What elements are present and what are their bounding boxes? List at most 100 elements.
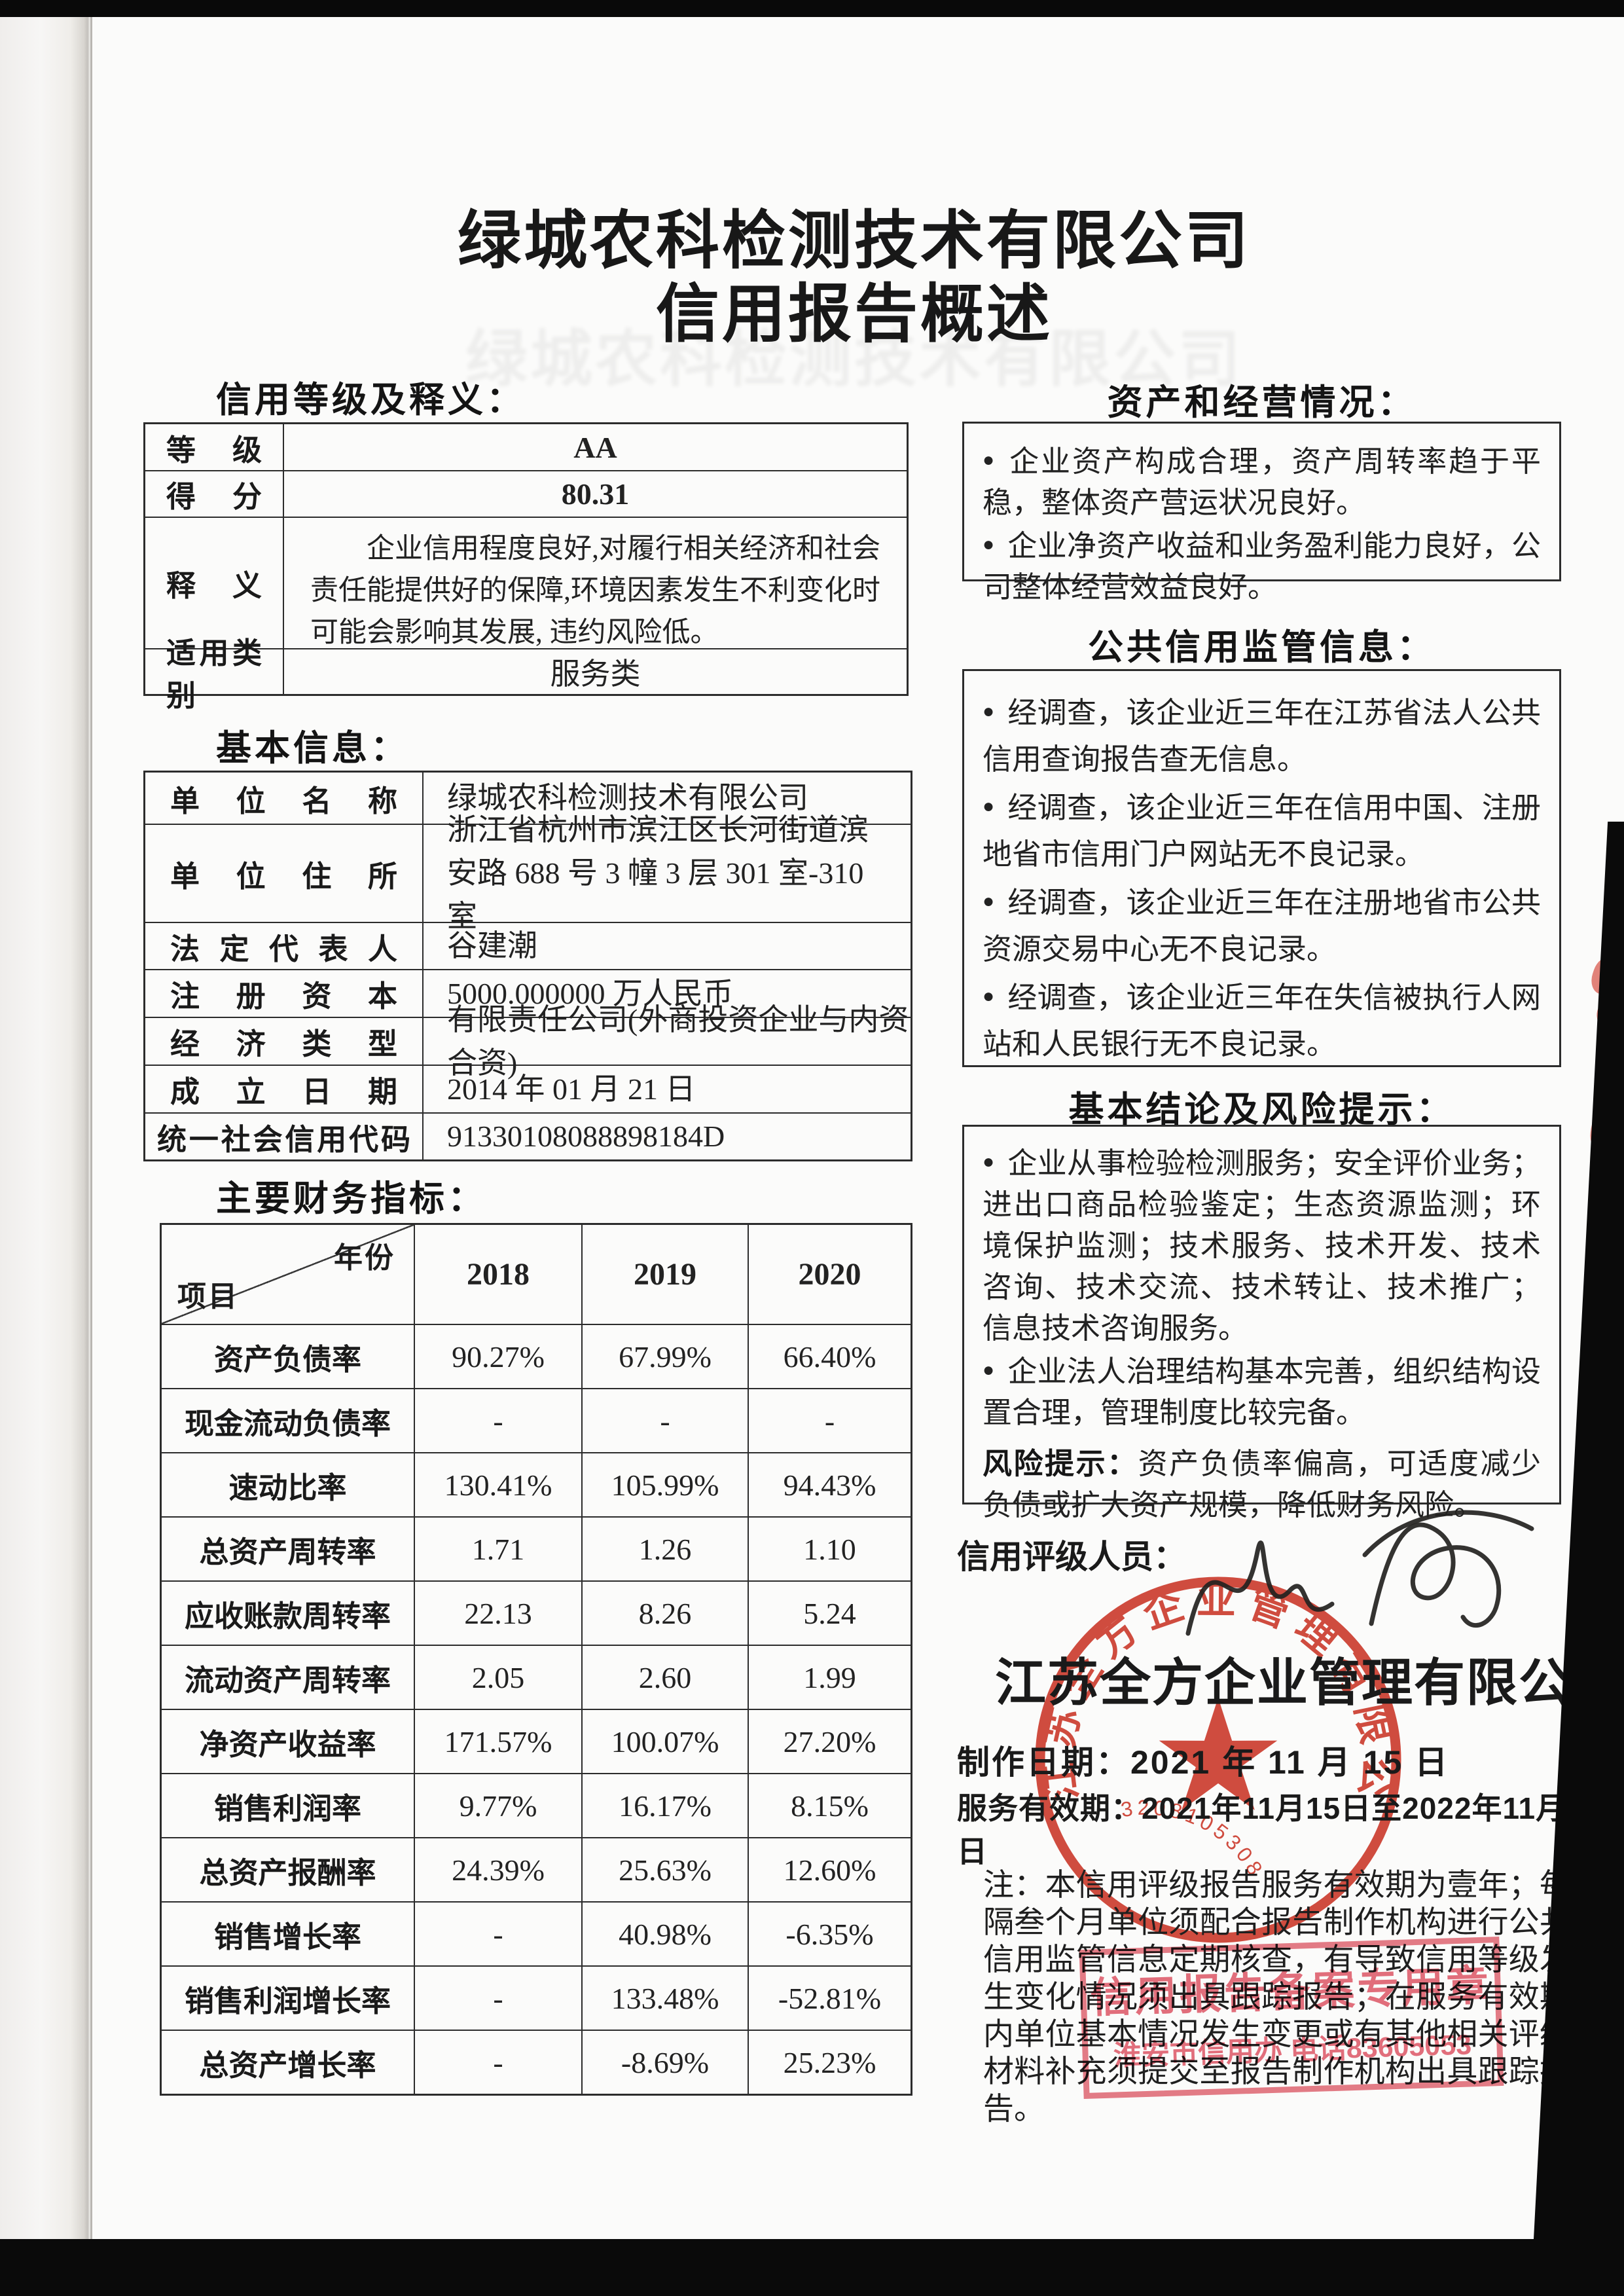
- year-header-2020: 2020: [748, 1225, 911, 1324]
- fin-val: 22.13: [464, 1596, 532, 1630]
- public-credit-heading: 公共信用监管信息：: [1088, 628, 1435, 667]
- financial-heading: 主要财务指标：: [216, 1179, 486, 1218]
- financial-row: 销售利润率 9.77% 16.17% 8.15%: [162, 1773, 911, 1837]
- fin-val: 133.48%: [581, 1967, 748, 2030]
- conclusion-heading: 基本结论及风险提示：: [1068, 1090, 1455, 1129]
- rating-label-grade: 等级: [145, 424, 284, 470]
- financial-row: 资产负债率 90.27% 67.99% 66.40%: [162, 1324, 911, 1388]
- table-row: 得分 80.31: [145, 470, 907, 517]
- table-row: 法定代表人 谷建潮: [145, 922, 911, 969]
- table-row: 适用类别 服务类: [145, 636, 907, 712]
- rating-value-score: 80.31: [561, 477, 630, 511]
- bullet-icon: ●: [983, 534, 995, 555]
- public-credit-bullet-3: ● 经调查，该企业近三年在注册地省市公共资源交易中心无不良记录。: [983, 886, 1541, 966]
- fin-val: 8.26: [581, 1582, 748, 1645]
- fin-val: 94.43%: [748, 1453, 911, 1516]
- bullet-icon: ●: [983, 449, 997, 471]
- footnote: 注：本信用评级报告服务有效期为壹年；每隔叁个月单位须配合报告制作机构进行公共信用…: [983, 1868, 1570, 2126]
- bullet-icon: ●: [983, 795, 995, 817]
- financial-row: 总资产报酬率 24.39% 25.63% 12.60%: [162, 1837, 911, 1901]
- fin-label-4: 应收账款周转率: [162, 1582, 415, 1645]
- fin-val: 171.57%: [444, 1724, 552, 1758]
- rating-label-score: 得分: [145, 471, 284, 517]
- seal-star-icon: [1159, 1698, 1278, 1810]
- diagonal-header-cell: 年份 项目: [162, 1225, 415, 1324]
- fin-val: 90.27%: [452, 1339, 545, 1374]
- fin-val: 27.20%: [748, 1710, 911, 1773]
- fin-val: 5.24: [748, 1582, 911, 1645]
- fin-val: 24.39%: [452, 1853, 545, 1887]
- agency-name: 江苏全方企业管理有限公司: [995, 1654, 1624, 1711]
- fin-label-10: 销售利润增长率: [162, 1967, 415, 2030]
- public-credit-bullet-1: ● 经调查，该企业近三年在江苏省法人公共信用查询报告查无信息。: [983, 697, 1541, 776]
- public-credit-bullet-2: ● 经调查，该企业近三年在信用中国、注册地省市信用门户网站无不良记录。: [983, 792, 1541, 871]
- financial-row: 现金流动负债率 - - -: [162, 1388, 911, 1452]
- basic-label-name: 单位名称: [145, 773, 424, 824]
- show-through-ghost: 绿城农科检测技术有限公司: [465, 325, 1243, 394]
- fin-val: 1.26: [581, 1518, 748, 1580]
- financial-table: 年份 项目 2018 2019 2020 资产负债率 90.27% 67.99%…: [160, 1223, 912, 2096]
- made-date-value: 2021 年 11 月 15 日: [1130, 1744, 1450, 1781]
- basic-value-address: 浙江省杭州市滨江区长河街道滨安路 688 号 3 幢 3 层 301 室-310…: [447, 813, 869, 933]
- financial-header-row: 年份 项目 2018 2019 2020: [162, 1225, 911, 1324]
- validity-label: 服务有效期：: [957, 1791, 1142, 1825]
- fin-label-6: 净资产收益率: [162, 1710, 415, 1773]
- financial-row: 总资产增长率 - -8.69% 25.23%: [162, 2030, 911, 2094]
- public-credit-bullet-4: ● 经调查，该企业近三年在失信被执行人网站和人民银行无不良记录。: [983, 981, 1541, 1061]
- conclusion-bullet-1: ● 企业从事检验检测服务；安全评价业务；进出口商品检验鉴定；生态资源监测；环境保护…: [983, 1147, 1541, 1345]
- table-row: 单位住所 浙江省杭州市滨江区长河街道滨安路 688 号 3 幢 3 层 301 …: [145, 813, 911, 933]
- fin-val: 1.71: [471, 1532, 525, 1566]
- fin-val: 2.05: [471, 1660, 525, 1694]
- rating-value-grade: AA: [573, 430, 617, 464]
- basic-label-legal-rep: 法定代表人: [145, 923, 424, 969]
- basic-info-heading: 基本信息：: [216, 729, 409, 768]
- table-row: 统一社会信用代码 91330108088898184D: [145, 1112, 911, 1159]
- fin-label-0: 资产负债率: [162, 1325, 415, 1388]
- table-row: 注册资本 5000.000000 万人民币: [145, 969, 911, 1017]
- filing-stamp-line1: 信用报告备案专用章: [1089, 1961, 1492, 2022]
- assets-heading: 资产和经营情况：: [1107, 383, 1416, 422]
- rater-signatures: [1185, 1510, 1534, 1636]
- rating-label-meaning: 释义: [145, 518, 284, 648]
- signature-2: [1369, 1522, 1502, 1628]
- assets-box: ● 企业资产构成合理，资产周转率趋于平稳，整体资产营运状况良好。 ● 企业净资产收益…: [962, 422, 1561, 604]
- fin-val: -6.35%: [748, 1903, 911, 1965]
- fin-val: -52.81%: [748, 1967, 911, 2030]
- fin-label-7: 销售利润率: [162, 1774, 415, 1837]
- basic-info-table: 单位名称 绿城农科检测技术有限公司 单位住所 浙江省杭州市滨江区长河街道滨安路 …: [143, 771, 912, 1161]
- fin-val: 66.40%: [748, 1325, 911, 1388]
- made-date-label: 制作日期：: [957, 1744, 1130, 1781]
- rating-section-heading: 信用等级及释义：: [216, 380, 525, 420]
- fin-val: 130.41%: [444, 1468, 552, 1502]
- basic-value-name: 绿城农科检测技术有限公司: [447, 781, 808, 814]
- fin-val: 100.07%: [581, 1710, 748, 1773]
- fin-label-1: 现金流动负债率: [162, 1389, 415, 1452]
- signature-2-flourish: [1362, 1510, 1534, 1558]
- basic-label-address: 单位住所: [145, 825, 424, 922]
- made-date-line: 制作日期：2021 年 11 月 15 日: [957, 1736, 1449, 1783]
- rating-table: 等级 AA 得分 80.31 释义 企业信用程度良好,对履行相关经济和社会责任能…: [143, 422, 909, 712]
- bullet-icon: ●: [983, 1359, 995, 1381]
- table-row: 等级 AA: [145, 424, 907, 470]
- fin-val: -: [493, 1981, 503, 2015]
- fin-val: 8.15%: [748, 1774, 911, 1837]
- fin-val: 1.99: [748, 1646, 911, 1709]
- page-title-line2: 信用报告概述: [656, 278, 1053, 350]
- fin-val: -: [493, 2045, 503, 2079]
- basic-value-capital: 5000.000000 万人民币: [447, 976, 733, 1010]
- basic-value-uscc: 91330108088898184D: [447, 1120, 725, 1153]
- assets-bullet-2: ● 企业净资产收益和业务盈利能力良好，公司整体经营效益良好。: [983, 530, 1541, 604]
- fin-label-8: 总资产报酬率: [162, 1838, 415, 1901]
- fin-val: -: [493, 1404, 503, 1438]
- public-credit-box: ● 经调查，该企业近三年在江苏省法人公共信用查询报告查无信息。 ● 经调查，该企业近…: [962, 669, 1561, 1067]
- basic-label-uscc: 统一社会信用代码: [145, 1114, 424, 1159]
- fin-val: -: [748, 1389, 911, 1452]
- rating-value-category: 服务类: [550, 657, 641, 691]
- rater-label: 信用评级人员：: [957, 1539, 1186, 1575]
- risk-text: 资产负债率偏高，可适度减少负债或扩大资产规模，降低财务风险。: [983, 1448, 1541, 1522]
- bullet-icon: ●: [983, 1151, 995, 1173]
- validity-line: 服务有效期：2021年11月15日至2022年11月14日: [957, 1785, 1624, 1871]
- validity-value: 2021年11月15日至2022年11月14日: [957, 1791, 1602, 1868]
- basic-label-capital: 注册资本: [145, 970, 424, 1017]
